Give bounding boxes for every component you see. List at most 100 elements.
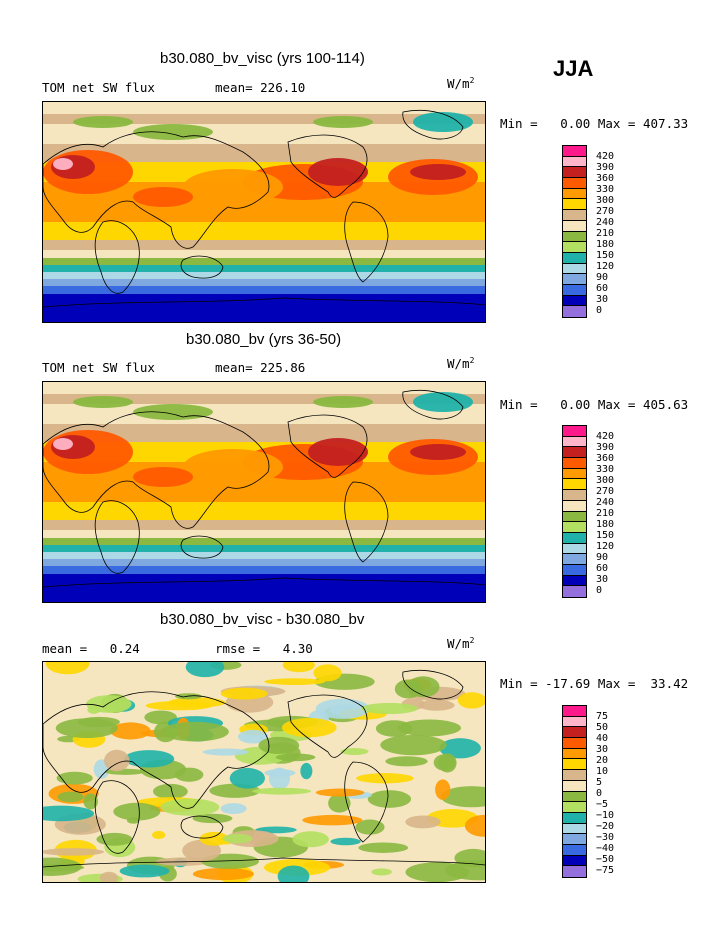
colorbar-swatch xyxy=(563,770,586,781)
colorbar-swatch xyxy=(563,458,586,469)
colorbar-swatch xyxy=(563,844,586,856)
colorbar-swatch xyxy=(563,812,586,824)
colorbar-tick-label: 390 xyxy=(596,162,615,173)
colorbar-tick-label: 360 xyxy=(596,173,615,184)
colorbar-swatch xyxy=(563,706,586,717)
colorbar-tick-label: −75 xyxy=(596,865,615,876)
colorbar-tick-label: 420 xyxy=(596,431,615,442)
colorbar-tick-label: −5 xyxy=(596,799,609,810)
colorbar-tick-label: 30 xyxy=(596,744,609,755)
panel-2-minmax: Min = 0.00 Max = 405.63 xyxy=(500,397,689,412)
colorbar-swatch xyxy=(563,490,586,501)
colorbar-swatch xyxy=(563,146,586,157)
colorbar-swatch xyxy=(563,738,586,749)
colorbar-tick-label: 50 xyxy=(596,722,609,733)
colorbar-swatch xyxy=(563,436,586,448)
panel-3-colorbar xyxy=(562,705,587,878)
colorbar-swatch xyxy=(563,855,586,867)
colorbar-swatch xyxy=(563,156,586,168)
colorbar-tick-label: −20 xyxy=(596,821,615,832)
colorbar-swatch xyxy=(563,252,586,264)
colorbar-swatch xyxy=(563,284,586,296)
panel-3-title: b30.080_bv_visc - b30.080_bv xyxy=(160,611,365,628)
colorbar-tick-label: −10 xyxy=(596,810,615,821)
colorbar-tick-label: 30 xyxy=(596,574,609,585)
colorbar-swatch xyxy=(563,554,586,565)
panel-1-field-label: TOM net SW flux xyxy=(42,80,155,95)
colorbar-tick-label: 60 xyxy=(596,283,609,294)
colorbar-tick-label: 150 xyxy=(596,250,615,261)
panel-1-map-field xyxy=(43,102,485,322)
colorbar-swatch xyxy=(563,242,586,253)
colorbar-tick-label: 180 xyxy=(596,239,615,250)
panel-1-mean: mean= 226.10 xyxy=(215,80,306,95)
colorbar-swatch xyxy=(563,306,586,317)
colorbar-swatch xyxy=(563,791,586,803)
colorbar-swatch xyxy=(563,500,586,512)
panel-3-map-field xyxy=(43,662,485,882)
colorbar-swatch xyxy=(563,823,586,835)
panel-1-minmax: Min = 0.00 Max = 407.33 xyxy=(500,116,689,131)
colorbar-tick-label: 0 xyxy=(596,788,603,799)
season-label: JJA xyxy=(553,56,594,81)
colorbar-swatch xyxy=(563,780,586,792)
colorbar-tick-label: 390 xyxy=(596,442,615,453)
panel-2-map xyxy=(42,381,486,603)
colorbar-swatch xyxy=(563,564,586,576)
colorbar-tick-label: −40 xyxy=(596,843,615,854)
colorbar-tick-label: 300 xyxy=(596,195,615,206)
panel-3-minmax: Min = -17.69 Max = 33.42 xyxy=(500,676,689,691)
colorbar-swatch xyxy=(563,188,586,200)
colorbar-tick-label: 330 xyxy=(596,184,615,195)
panel-3-colorbar-labels: 75 50 40 30 20 10 5 0 −5 −10 −20 −30 −40 −50 −75 xyxy=(596,711,636,876)
colorbar-swatch xyxy=(563,274,586,285)
colorbar-swatch xyxy=(563,727,586,739)
colorbar-tick-label: 0 xyxy=(596,585,603,596)
colorbar-swatch xyxy=(563,447,586,459)
panel-1-colorbar xyxy=(562,145,587,318)
colorbar-tick-label: 420 xyxy=(596,151,615,162)
colorbar-swatch xyxy=(563,295,586,307)
colorbar-swatch xyxy=(563,522,586,533)
panel-1-map xyxy=(42,101,486,323)
colorbar-tick-label: 10 xyxy=(596,766,609,777)
panel-1-colorbar-labels: 420 390 360 330 300 270 240 210 180 150 120 90 60 30 0 xyxy=(596,151,636,316)
colorbar-swatch xyxy=(563,716,586,728)
panel-3-units: W/m2 xyxy=(447,636,475,652)
panel-1-title: b30.080_bv_visc (yrs 100-114) xyxy=(160,50,365,67)
colorbar-tick-label: 60 xyxy=(596,563,609,574)
colorbar-tick-label: 330 xyxy=(596,464,615,475)
colorbar-tick-label: 90 xyxy=(596,552,609,563)
colorbar-tick-label: 210 xyxy=(596,508,615,519)
panel-3-map xyxy=(42,661,486,883)
panel-2-units: W/m2 xyxy=(447,356,475,372)
colorbar-swatch xyxy=(563,167,586,179)
colorbar-tick-label: 75 xyxy=(596,711,609,722)
colorbar-tick-label: 210 xyxy=(596,228,615,239)
colorbar-swatch xyxy=(563,748,586,760)
colorbar-swatch xyxy=(563,802,586,813)
colorbar-tick-label: 20 xyxy=(596,755,609,766)
colorbar-tick-label: 120 xyxy=(596,541,615,552)
colorbar-swatch xyxy=(563,231,586,243)
panel-2-map-field xyxy=(43,382,485,602)
panel-3-rmse: rmse = 4.30 xyxy=(215,641,313,656)
colorbar-swatch xyxy=(563,479,586,491)
colorbar-swatch xyxy=(563,532,586,544)
colorbar-tick-label: −30 xyxy=(596,832,615,843)
colorbar-tick-label: 270 xyxy=(596,206,615,217)
colorbar-tick-label: 40 xyxy=(596,733,609,744)
colorbar-tick-label: 90 xyxy=(596,272,609,283)
colorbar-tick-label: 240 xyxy=(596,497,615,508)
colorbar-swatch xyxy=(563,220,586,232)
panel-2-mean: mean= 225.86 xyxy=(215,360,306,375)
colorbar-swatch xyxy=(563,866,586,877)
panel-2-field-label: TOM net SW flux xyxy=(42,360,155,375)
panel-2-colorbar xyxy=(562,425,587,598)
panel-2-colorbar-labels: 420 390 360 330 300 270 240 210 180 150 120 90 60 30 0 xyxy=(596,431,636,596)
colorbar-tick-label: 30 xyxy=(596,294,609,305)
colorbar-swatch xyxy=(563,426,586,437)
panel-2-title: b30.080_bv (yrs 36-50) xyxy=(186,331,342,348)
colorbar-swatch xyxy=(563,511,586,523)
colorbar-tick-label: 0 xyxy=(596,305,603,316)
